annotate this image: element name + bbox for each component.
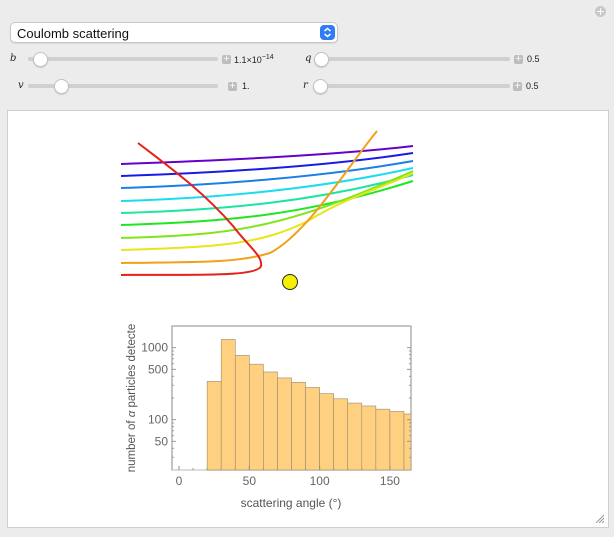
trajectory-1 xyxy=(120,145,414,165)
v-value: 1. xyxy=(242,81,250,91)
q-value: 0.5 xyxy=(527,54,540,64)
trajectory-5 xyxy=(120,174,414,214)
r-slider-track[interactable] xyxy=(315,84,510,88)
trajectory-2 xyxy=(120,152,414,177)
y-tick-label: 1000 xyxy=(141,341,168,355)
histogram-bar xyxy=(389,411,405,471)
v-expand-icon[interactable]: + xyxy=(228,81,237,91)
x-tick-label: 150 xyxy=(380,474,400,488)
output-panel: 0 50 100 150 50 100 500 1000 scattering angle … xyxy=(7,110,609,528)
y-tick-label: 500 xyxy=(148,362,168,376)
trajectory-6 xyxy=(120,180,414,226)
histogram-bar xyxy=(347,402,363,471)
x-tick-label: 0 xyxy=(176,474,183,488)
trajectory-8 xyxy=(120,172,414,251)
histogram-bar xyxy=(319,393,334,471)
nucleus xyxy=(282,274,298,290)
trajectory-3 xyxy=(120,160,414,189)
x-axis-label: scattering angle (°) xyxy=(241,496,342,510)
x-tick-label: 50 xyxy=(243,474,257,488)
b-slider-thumb[interactable] xyxy=(33,52,48,67)
output-graphics: 0 50 100 150 50 100 500 1000 scattering angle … xyxy=(120,130,414,510)
histogram-bar xyxy=(277,377,292,471)
q-expand-icon[interactable]: + xyxy=(514,54,523,64)
histogram-bar xyxy=(333,398,349,471)
histogram-bar xyxy=(206,381,222,471)
q-control: q + 0.5 xyxy=(300,50,610,70)
trajectory-9 xyxy=(120,130,378,264)
histogram-bar xyxy=(305,387,320,471)
r-control: r + 0.5 xyxy=(300,77,610,97)
trajectory-10 xyxy=(120,142,263,276)
histogram-bar xyxy=(403,413,412,471)
r-value: 0.5 xyxy=(526,81,539,91)
add-icon[interactable]: + xyxy=(595,5,606,18)
b-expand-icon[interactable]: + xyxy=(222,54,231,64)
trajectory-4 xyxy=(120,167,414,202)
v-control: v + 1. xyxy=(0,77,300,97)
b-control: b + 1.1×10−14 xyxy=(0,50,300,70)
histogram-bar xyxy=(220,339,236,471)
histogram-bar xyxy=(263,371,278,471)
x-tick-label: 100 xyxy=(310,474,330,488)
r-expand-icon[interactable]: + xyxy=(513,81,522,91)
q-slider-track[interactable] xyxy=(315,57,510,61)
y-axis-label: number of α particles detecte xyxy=(126,324,138,472)
v-label: v xyxy=(18,80,24,91)
histogram-bar xyxy=(375,408,391,471)
experiment-dropdown[interactable]: Coulomb scattering xyxy=(10,22,338,43)
trajectory-plot xyxy=(120,130,414,290)
r-slider-thumb[interactable] xyxy=(313,79,328,94)
q-slider-thumb[interactable] xyxy=(314,52,329,67)
y-tick-label: 100 xyxy=(148,413,168,427)
q-label: q xyxy=(305,53,312,64)
histogram-bar xyxy=(291,382,306,471)
trajectory-7 xyxy=(120,170,414,239)
histogram-bar xyxy=(249,363,264,471)
b-slider-track[interactable] xyxy=(28,57,218,61)
v-slider-thumb[interactable] xyxy=(54,79,70,94)
b-label: b xyxy=(10,53,17,64)
resize-handle-icon[interactable] xyxy=(594,513,604,523)
y-tick-label: 50 xyxy=(155,434,169,448)
v-slider-track[interactable] xyxy=(28,84,218,88)
experiment-dropdown-value: Coulomb scattering xyxy=(17,26,129,41)
histogram-bar xyxy=(234,355,250,471)
r-label: r xyxy=(303,80,308,91)
b-value: 1.1×10−14 xyxy=(234,54,274,65)
histogram-chart: 0 50 100 150 50 100 500 1000 scattering angle … xyxy=(126,324,412,510)
dropdown-arrows-icon xyxy=(320,25,335,40)
histogram-bar xyxy=(361,405,377,471)
